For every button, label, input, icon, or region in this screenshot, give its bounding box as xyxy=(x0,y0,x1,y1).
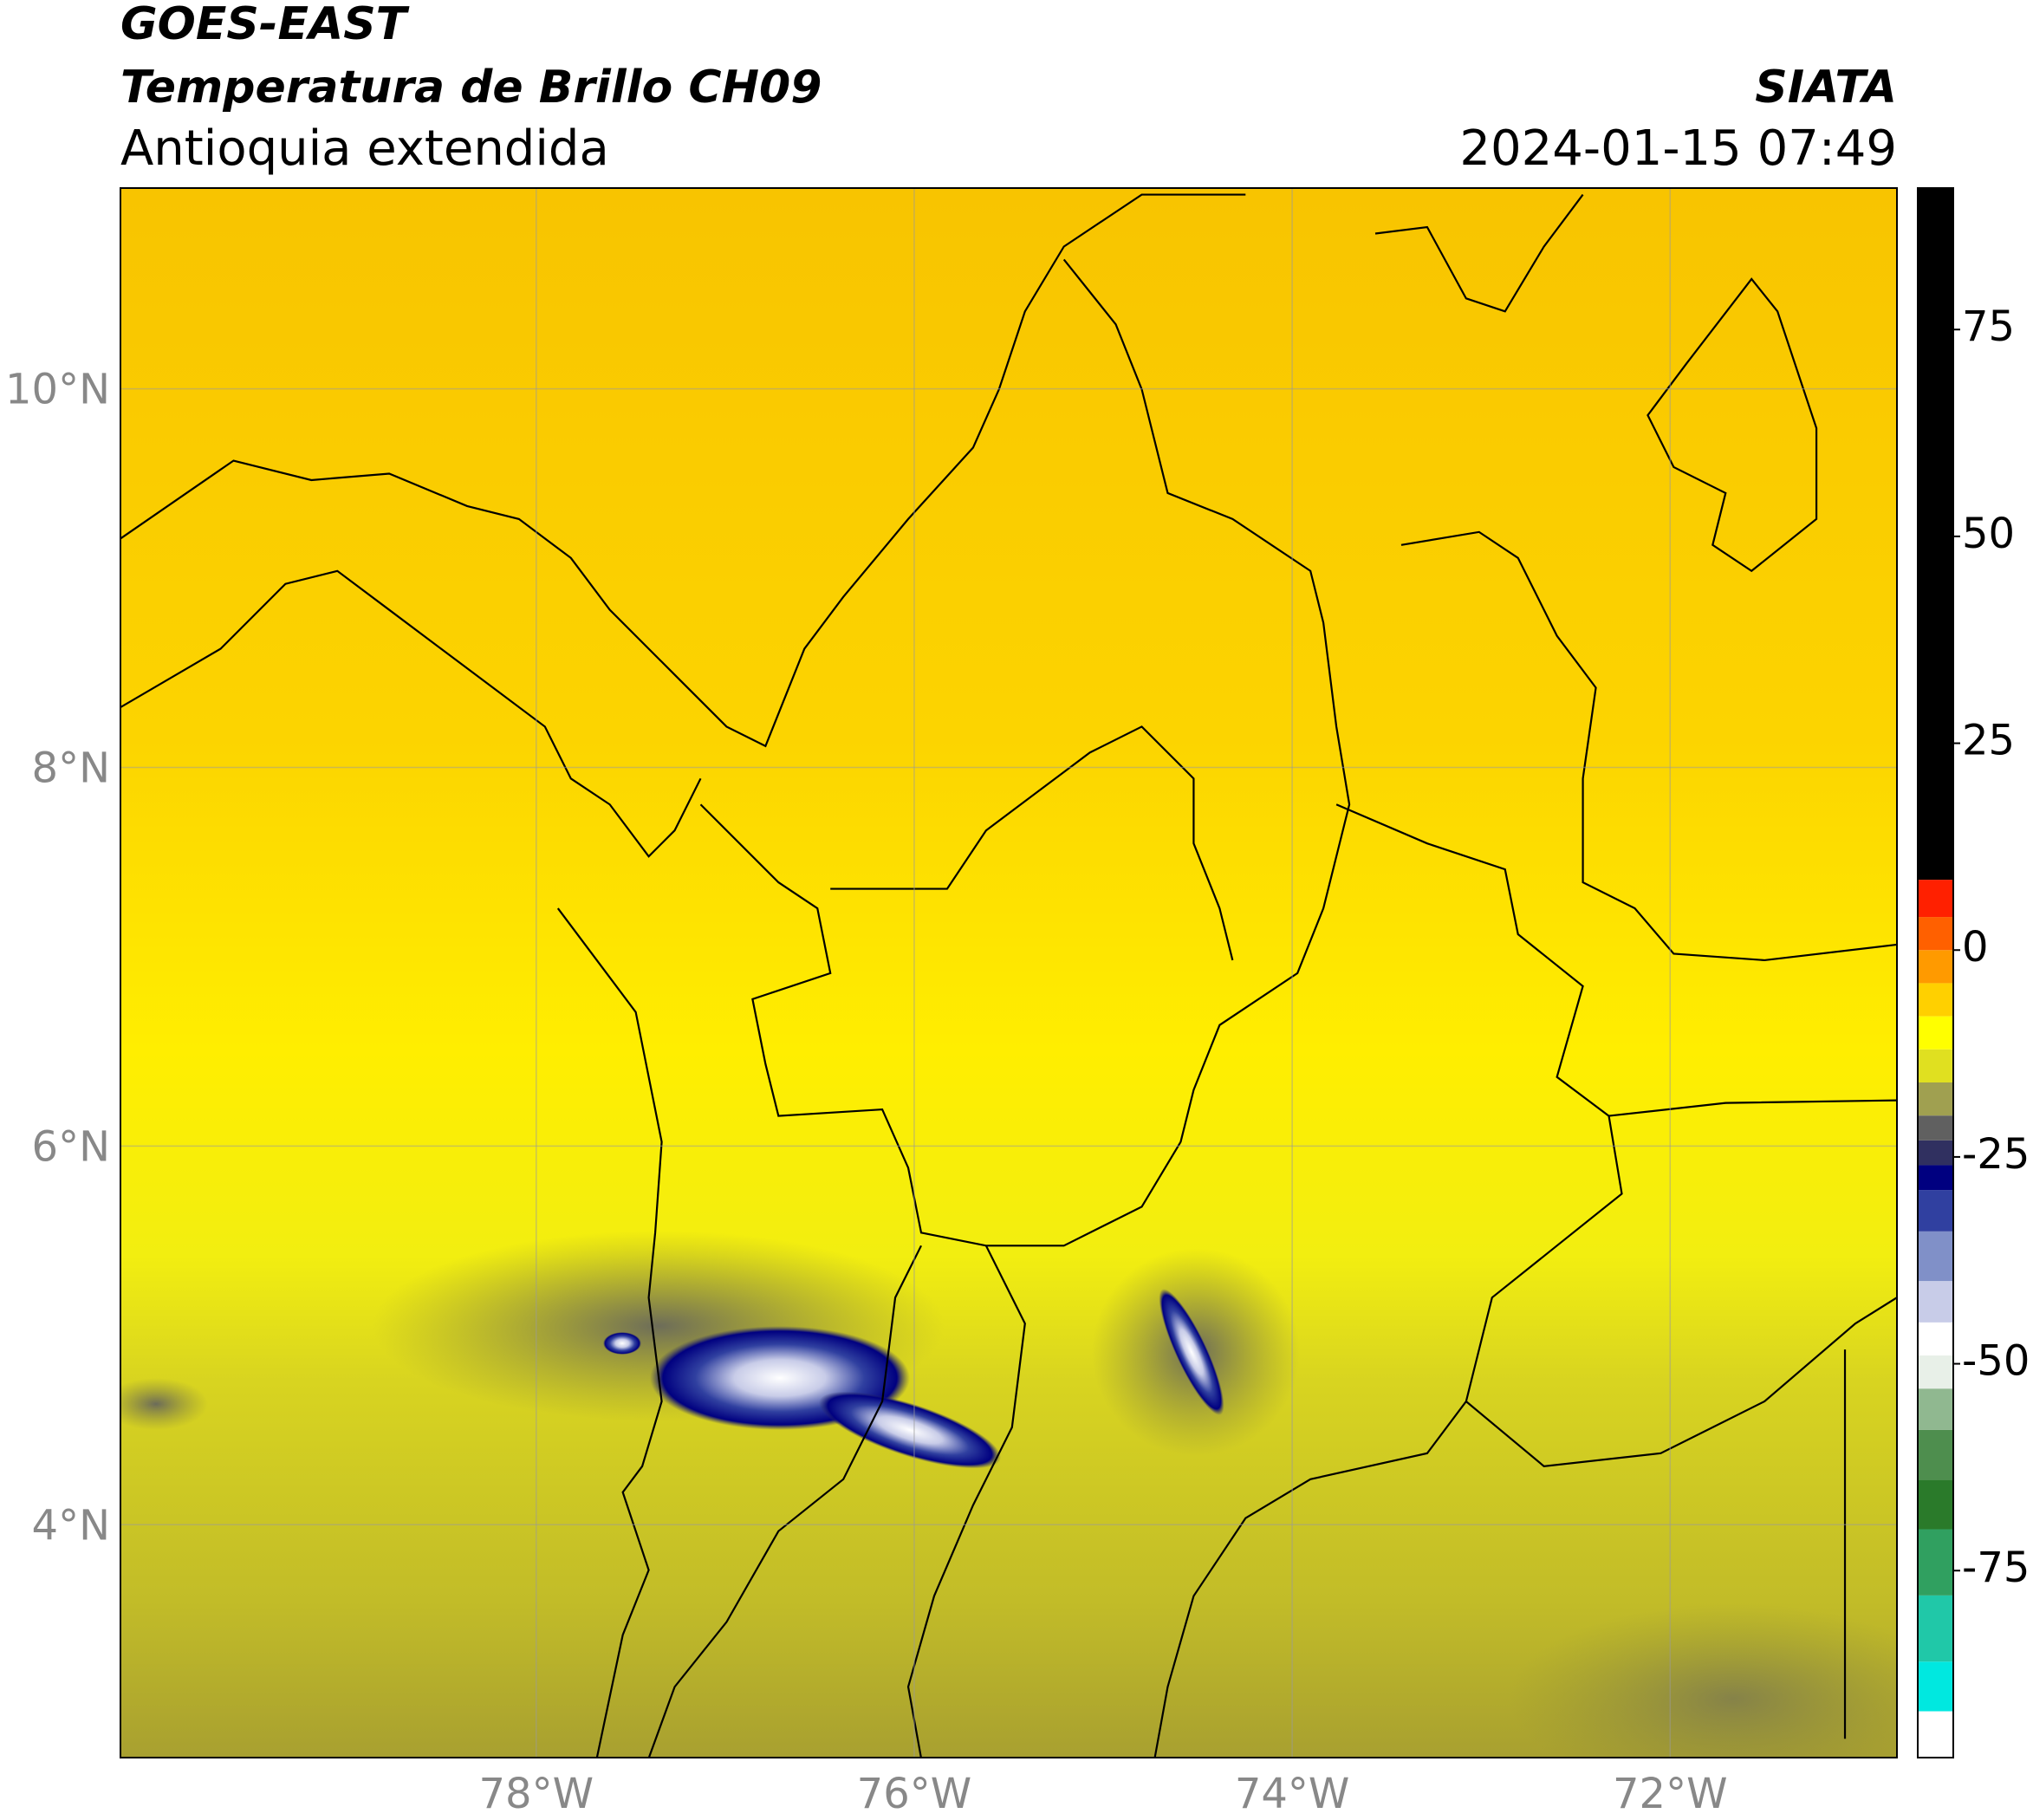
colorbar-band xyxy=(1918,1595,1953,1662)
colorbar-tick-label: 25 xyxy=(1962,717,2015,765)
colorbar-band xyxy=(1918,983,1953,1017)
border xyxy=(1609,1101,1897,1116)
colorbar-band xyxy=(1918,1049,1953,1082)
colorbar-band xyxy=(1918,1661,1953,1712)
x-tick-label: 72°W xyxy=(1613,1770,1728,1818)
colorbar-band xyxy=(1918,1388,1953,1430)
cloud-core xyxy=(603,1332,641,1355)
y-tick-label: 10°N xyxy=(5,366,110,414)
border xyxy=(1466,1297,1897,1466)
region: Antioquia extendida xyxy=(120,120,609,177)
border xyxy=(1401,532,1897,960)
coastline xyxy=(558,908,662,1758)
colorbar-band xyxy=(1918,188,1953,881)
border xyxy=(700,259,1349,1245)
map-background xyxy=(120,188,1897,1758)
map-image xyxy=(120,188,1897,1758)
datetime: 2024-01-15 07:49 xyxy=(1459,120,1897,177)
cloud-shadow xyxy=(1508,1603,1897,1758)
colorbar-band xyxy=(1918,1322,1953,1356)
colorbar-frame xyxy=(1917,187,1954,1758)
colorbar-band xyxy=(1918,1355,1953,1389)
colorbar-band xyxy=(1918,1082,1953,1116)
colorbar-band xyxy=(1918,1016,1953,1050)
colorbar-band xyxy=(1918,1281,1953,1323)
colorbar-band xyxy=(1918,1190,1953,1232)
colorbar-tick-label: -75 xyxy=(1962,1544,2030,1592)
cloud-shadow xyxy=(120,1378,208,1430)
colorbar-tick-label: -50 xyxy=(1962,1337,2030,1386)
colorbar-band xyxy=(1918,880,1953,918)
border xyxy=(830,726,1232,959)
colorbar-band xyxy=(1918,1479,1953,1530)
axes: 78°W 76°W 74°W 72°W 4°N 6°N 8°N 10°N xyxy=(5,188,1897,1818)
map-frame xyxy=(120,187,1898,1758)
colorbar-band xyxy=(1918,1529,1953,1596)
y-tick-label: 4°N xyxy=(32,1501,110,1550)
colorbar-band xyxy=(1918,1231,1953,1282)
cloud-core xyxy=(818,1391,1002,1469)
colorbar-band xyxy=(1918,1140,1953,1166)
colorbar-band xyxy=(1918,950,1953,984)
border xyxy=(1375,195,1583,312)
coastline xyxy=(1647,279,1816,571)
x-tick-label: 74°W xyxy=(1235,1770,1350,1818)
border xyxy=(908,1245,1025,1758)
subtitle: Temperatura de Brillo CH09 xyxy=(120,62,822,114)
borders xyxy=(120,195,1897,1758)
x-tick-label: 76°W xyxy=(857,1770,972,1818)
y-tick-label: 8°N xyxy=(32,744,110,792)
border xyxy=(1155,804,1622,1758)
title: GOES-EAST xyxy=(120,0,410,50)
coastline xyxy=(120,195,1245,746)
colorbar-tick-label: 75 xyxy=(1962,302,2015,351)
y-tick-label: 6°N xyxy=(32,1122,110,1171)
border xyxy=(649,1245,921,1758)
colorbar-tick-label: -25 xyxy=(1962,1130,2030,1179)
x-tick-label: 78°W xyxy=(479,1770,594,1818)
cloud-core xyxy=(1159,1289,1224,1415)
colorbar-band xyxy=(1918,1429,1953,1480)
colorbar: -75 -50 -25 0 25 50 75 xyxy=(1918,188,2030,1758)
colorbar-tick-label: 50 xyxy=(1962,510,2015,558)
colorbar-band xyxy=(1918,917,1953,951)
colorbar-band xyxy=(1918,1711,1953,1758)
coastline xyxy=(120,571,700,856)
colorbar-tick-label: 0 xyxy=(1962,923,1989,972)
source: SIATA xyxy=(1755,62,1897,114)
colorbar-band xyxy=(1918,1165,1953,1191)
colorbar-band xyxy=(1918,1115,1953,1141)
